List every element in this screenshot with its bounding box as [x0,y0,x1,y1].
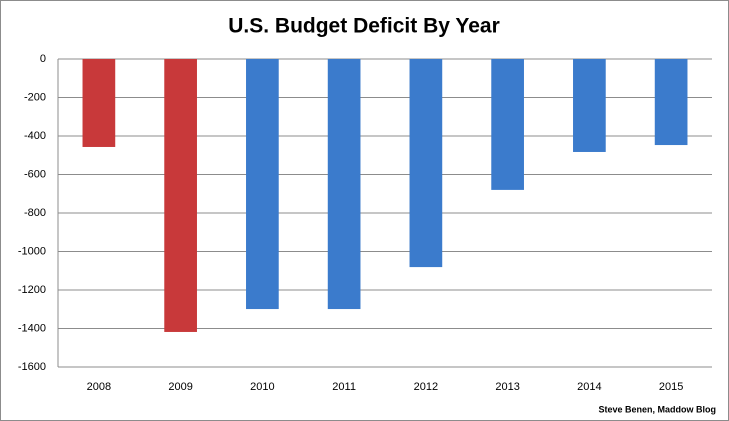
y-tick-label: -1600 [18,361,46,373]
y-tick-label: 0 [40,53,46,65]
bar [164,59,197,332]
bar [573,59,606,152]
bar [409,59,443,268]
source-note: Steve Benen, Maddow Blog [598,404,716,414]
x-tick-label: 2011 [332,381,356,393]
y-tick-label: -1200 [18,284,46,296]
x-tick-label: 2013 [495,381,519,393]
x-tick-label: 2012 [414,381,438,393]
y-tick-label: -1400 [18,322,46,334]
x-tick-label: 2014 [577,381,601,393]
bar [82,59,116,147]
y-tick-label: -400 [24,130,46,142]
x-tick-label: 2008 [87,381,111,393]
x-tick-label: 2009 [168,381,192,393]
bar [654,59,688,146]
y-tick-label: -200 [24,91,46,103]
bar [491,59,524,190]
chart-title: U.S. Budget Deficit By Year [228,15,500,38]
y-tick-label: -1000 [18,245,46,257]
bar [246,59,279,310]
y-tick-label: -800 [24,207,46,219]
bar [327,59,361,310]
x-tick-label: 2010 [250,381,274,393]
y-tick-label: -600 [24,168,46,180]
x-tick-label: 2015 [659,381,683,393]
